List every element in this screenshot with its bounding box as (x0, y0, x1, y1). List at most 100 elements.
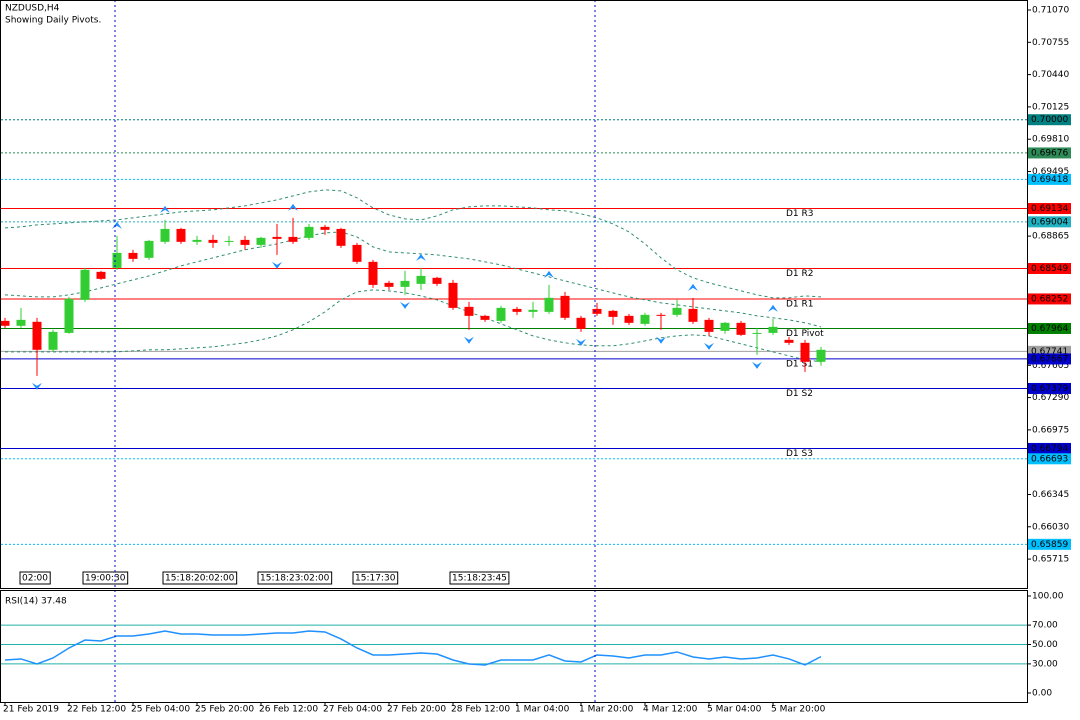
level-name: D1 R3 (786, 209, 814, 219)
band-line (4, 231, 822, 328)
time-annotation: 02:00 (22, 574, 48, 584)
candle-body (800, 342, 810, 362)
candle-body (752, 332, 762, 334)
level-price-box (1028, 262, 1071, 274)
candle-body (320, 226, 330, 230)
candle-body (560, 295, 570, 318)
time-annotation: 15:18:23:02:00 (260, 574, 330, 584)
y-tick-label: 50.00 (1032, 640, 1058, 650)
y-tick-label: 30.00 (1032, 659, 1058, 669)
band-line (4, 189, 822, 299)
x-tick-label: 25 Feb 20:00 (195, 705, 254, 715)
level-price-label: 0.67379 (1031, 384, 1068, 394)
candle-body (448, 282, 458, 308)
candle-body (192, 239, 202, 242)
time-annotation-box (257, 571, 333, 585)
x-tick-label: 5 Mar 20:00 (771, 705, 826, 715)
candle-body (288, 236, 298, 242)
level-price-label: 0.66693 (1031, 454, 1068, 464)
y-tick-label: 0.68865 (1032, 232, 1069, 242)
candle-body (272, 236, 282, 239)
price-frame (0, 0, 1028, 589)
band-line (5, 289, 822, 363)
candle-body (544, 297, 554, 312)
candle-body (384, 282, 394, 287)
candle-body (480, 315, 490, 320)
x-tick-label: 1 Mar 04:00 (515, 705, 570, 715)
candle-body (304, 226, 314, 238)
y-tick-label: 0.66345 (1032, 490, 1069, 500)
level-price-label: 0.67667 (1031, 354, 1068, 364)
time-annotation-box (352, 571, 399, 585)
level-price-label: 0.65859 (1031, 540, 1068, 550)
level-name: D1 S2 (786, 389, 813, 399)
level-name: D1 S3 (786, 449, 813, 459)
fractal-down (32, 382, 42, 390)
x-tick-label: 5 Mar 04:00 (707, 705, 762, 715)
candle-body (736, 322, 746, 335)
rsi-frame (0, 590, 1028, 703)
candle-body (224, 240, 234, 242)
candle-body (240, 239, 250, 245)
candle-body (512, 308, 522, 312)
level-price-label: 0.70000 (1031, 115, 1068, 125)
level-price-box (1028, 353, 1071, 365)
chart-title: NZDUSD,H4 (5, 4, 60, 14)
x-tick-label: 25 Feb 04:00 (131, 705, 190, 715)
fractal-up (160, 205, 170, 213)
candle-body (128, 252, 138, 259)
level-price-label: 0.66794 (1031, 444, 1068, 454)
candle-body (704, 319, 714, 332)
candle-body (592, 308, 602, 314)
fractal-up (288, 203, 298, 211)
level-price-label: 0.69134 (1031, 204, 1068, 214)
level-price-label: 0.67964 (1031, 324, 1068, 334)
candle-body (672, 307, 682, 315)
time-annotation-box (162, 571, 238, 585)
level-price-box (1028, 293, 1071, 305)
x-tick-label: 27 Feb 20:00 (387, 705, 446, 715)
chart-subtitle: Showing Daily Pivots. (5, 16, 101, 26)
candle-body (496, 307, 506, 321)
fractal-down (272, 261, 282, 269)
x-tick-label: 28 Feb 12:00 (451, 705, 510, 715)
fractal-down (704, 342, 714, 350)
time-annotation-box (19, 571, 51, 585)
candle-body (432, 277, 442, 284)
candle-body (768, 326, 778, 333)
y-tick-label: 0.69810 (1032, 135, 1069, 145)
time-annotation: 19:00:30 (85, 574, 126, 584)
x-tick-label: 27 Feb 04:00 (323, 705, 382, 715)
x-tick-label: 26 Feb 12:00 (259, 705, 318, 715)
y-tick-label: 70.00 (1032, 621, 1058, 631)
x-tick-label: 21 Feb 2019 (3, 705, 59, 715)
y-tick-label: 0.00 (1032, 688, 1052, 698)
candle-body (656, 314, 666, 316)
fractal-up (416, 253, 426, 261)
y-tick-label: 0.70755 (1032, 38, 1069, 48)
level-price-box (1028, 147, 1071, 159)
fractal-up (768, 304, 778, 312)
candle-body (16, 319, 26, 326)
y-tick-label: 0.69495 (1032, 167, 1069, 177)
price-panel: 0.71070 0.70755 0.70440 0.70125 0.69810 0.694… (0, 5, 1071, 715)
candle-body (720, 322, 730, 331)
level-price-box (1028, 345, 1071, 357)
candle-body (576, 317, 586, 329)
rsi-title: RSI(14) 37.48 (5, 597, 67, 607)
level-price-label: 0.68549 (1031, 264, 1068, 274)
level-price-box (1028, 173, 1071, 185)
fractal-up (112, 221, 122, 229)
candle-body (336, 228, 346, 246)
fractal-up (688, 283, 698, 291)
y-tick-label: 0.65715 (1032, 555, 1069, 565)
candle-body (528, 309, 538, 312)
level-price-label: 0.67741 (1031, 347, 1068, 357)
y-tick-label: 0.67605 (1032, 361, 1069, 371)
level-price-box (1028, 538, 1071, 550)
candle-body (176, 228, 186, 242)
fractal-down (752, 361, 762, 369)
x-tick-label: 4 Mar 12:00 (643, 705, 698, 715)
